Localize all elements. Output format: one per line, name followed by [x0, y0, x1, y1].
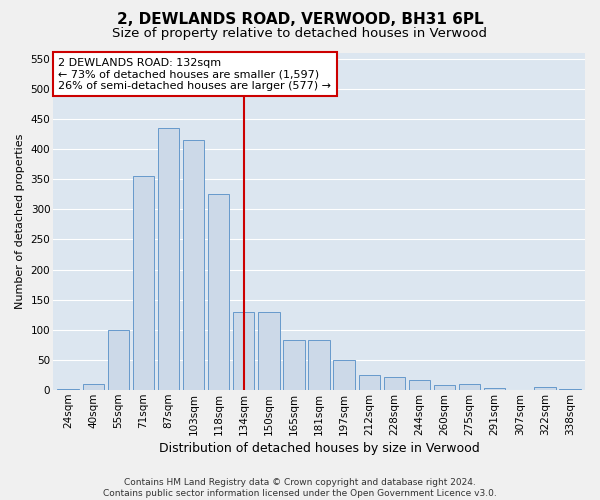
Bar — [459, 384, 480, 390]
Bar — [208, 194, 229, 390]
Bar — [534, 387, 556, 390]
Bar — [434, 386, 455, 390]
Bar — [334, 360, 355, 390]
Bar — [409, 380, 430, 390]
Bar — [308, 340, 330, 390]
X-axis label: Distribution of detached houses by size in Verwood: Distribution of detached houses by size … — [158, 442, 479, 455]
Bar — [133, 176, 154, 390]
Text: Size of property relative to detached houses in Verwood: Size of property relative to detached ho… — [113, 28, 487, 40]
Bar — [484, 388, 505, 390]
Bar — [58, 389, 79, 390]
Bar — [158, 128, 179, 390]
Bar — [359, 375, 380, 390]
Bar — [183, 140, 204, 390]
Bar — [383, 377, 405, 390]
Bar — [233, 312, 254, 390]
Text: 2 DEWLANDS ROAD: 132sqm
← 73% of detached houses are smaller (1,597)
26% of semi: 2 DEWLANDS ROAD: 132sqm ← 73% of detache… — [58, 58, 331, 91]
Y-axis label: Number of detached properties: Number of detached properties — [15, 134, 25, 309]
Bar — [559, 389, 581, 390]
Bar — [283, 340, 305, 390]
Text: 2, DEWLANDS ROAD, VERWOOD, BH31 6PL: 2, DEWLANDS ROAD, VERWOOD, BH31 6PL — [116, 12, 484, 28]
Bar — [83, 384, 104, 390]
Bar — [258, 312, 280, 390]
Text: Contains HM Land Registry data © Crown copyright and database right 2024.
Contai: Contains HM Land Registry data © Crown c… — [103, 478, 497, 498]
Bar — [107, 330, 129, 390]
